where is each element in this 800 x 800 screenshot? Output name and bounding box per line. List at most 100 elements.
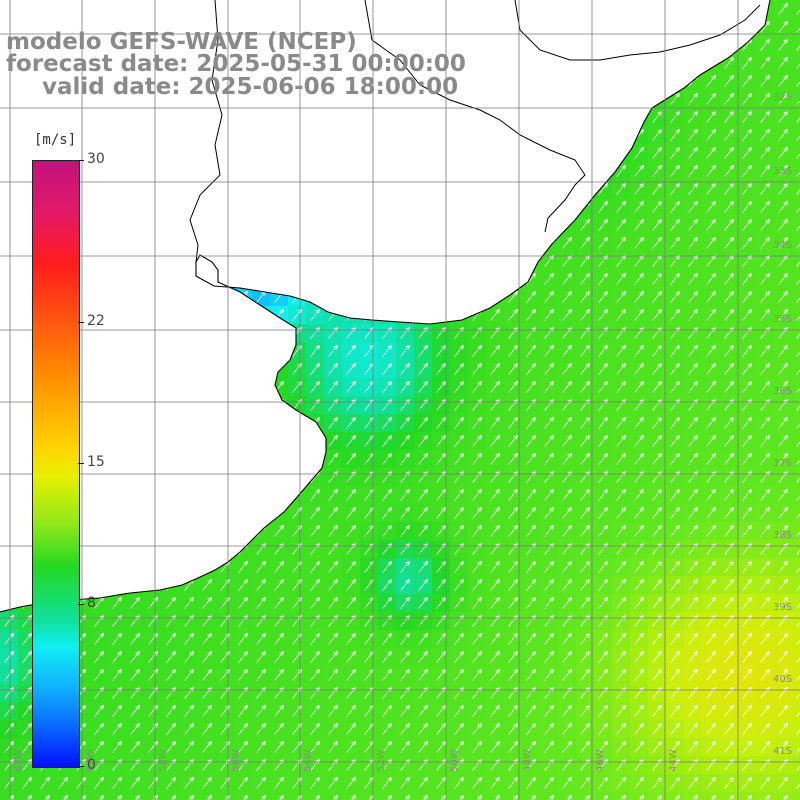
wind-arrow xyxy=(436,560,446,573)
wind-cell xyxy=(234,792,253,800)
wind-arrow xyxy=(652,272,662,285)
wind-arrow xyxy=(778,434,788,447)
wind-arrow xyxy=(634,650,644,663)
wind-arrow xyxy=(706,236,716,249)
wind-arrow xyxy=(580,668,590,681)
wind-arrow xyxy=(724,56,734,69)
wind-arrow xyxy=(423,794,428,800)
wind-arrow xyxy=(274,668,284,681)
wind-arrow xyxy=(202,740,212,753)
wind-arrow xyxy=(724,434,734,447)
wind-arrow xyxy=(130,668,140,681)
wind-cell xyxy=(738,792,757,800)
wind-arrow xyxy=(22,776,32,789)
wind-cell xyxy=(792,72,800,91)
wind-arrow xyxy=(508,632,518,645)
wind-arrow xyxy=(796,297,800,303)
wind-arrow xyxy=(202,704,212,717)
wind-arrow xyxy=(688,704,698,717)
wind-arrow xyxy=(130,704,140,717)
wind-cell xyxy=(792,252,800,271)
wind-arrow xyxy=(526,578,536,591)
wind-arrow xyxy=(616,272,626,285)
wind-arrow xyxy=(724,164,734,177)
wind-arrow xyxy=(652,380,662,393)
wind-arrow xyxy=(616,650,626,663)
wind-arrow xyxy=(346,740,356,753)
wind-arrow xyxy=(400,380,410,393)
wind-arrow xyxy=(598,524,608,537)
wind-arrow xyxy=(796,135,800,141)
wind-arrow xyxy=(526,380,536,393)
coastline xyxy=(0,0,771,613)
wind-cell xyxy=(792,396,800,415)
wind-arrow xyxy=(724,380,734,393)
wind-arrow xyxy=(454,740,464,753)
wind-arrow xyxy=(112,650,122,663)
wind-arrow xyxy=(310,776,320,789)
wind-arrow xyxy=(544,704,554,717)
wind-arrow xyxy=(796,63,800,69)
wind-arrow xyxy=(760,596,770,609)
wind-arrow xyxy=(436,704,446,717)
wind-arrow xyxy=(130,776,140,789)
wind-arrow xyxy=(117,794,122,800)
wind-cell xyxy=(18,792,37,800)
wind-arrow xyxy=(22,740,32,753)
wind-cell xyxy=(630,792,649,800)
wind-arrow xyxy=(760,200,770,213)
wind-arrow xyxy=(742,56,752,69)
wind-arrow xyxy=(652,218,662,231)
wind-arrow xyxy=(346,578,356,591)
latitude-label: 37S xyxy=(773,458,792,469)
wind-arrow xyxy=(436,416,446,429)
wind-cell xyxy=(324,792,343,800)
wind-arrow xyxy=(544,272,554,285)
wind-arrow xyxy=(382,578,392,591)
wind-arrow xyxy=(688,578,698,591)
wind-arrow xyxy=(724,704,734,717)
wind-arrow xyxy=(652,434,662,447)
wind-arrow xyxy=(783,794,788,800)
wind-arrow xyxy=(81,794,86,800)
colorbar-tick-mark xyxy=(78,604,84,606)
wind-arrow xyxy=(562,596,572,609)
wind-arrow xyxy=(634,596,644,609)
wind-arrow xyxy=(562,272,572,285)
wind-arrow xyxy=(166,596,176,609)
wind-arrow xyxy=(382,380,392,393)
wind-arrow xyxy=(202,578,212,591)
wind-arrow xyxy=(688,416,698,429)
wind-arrow xyxy=(166,776,176,789)
wind-arrow xyxy=(346,722,356,735)
wind-arrow xyxy=(616,290,626,303)
wind-arrow xyxy=(310,740,320,753)
wind-arrow xyxy=(778,362,788,375)
wind-arrow xyxy=(22,704,32,717)
wind-arrow xyxy=(346,524,356,537)
wind-arrow xyxy=(688,344,698,357)
wind-arrow xyxy=(742,74,752,87)
wind-arrow xyxy=(274,740,284,753)
wind-arrow xyxy=(508,416,518,429)
wind-arrow xyxy=(742,272,752,285)
wind-arrow xyxy=(706,380,716,393)
wind-arrow xyxy=(382,362,392,375)
wind-arrow xyxy=(670,362,680,375)
wind-cell xyxy=(792,342,800,361)
wind-arrow xyxy=(328,560,338,573)
wind-arrow xyxy=(382,740,392,753)
wind-arrow xyxy=(40,776,50,789)
wind-arrow xyxy=(171,794,176,800)
wind-arrow xyxy=(706,632,716,645)
wind-arrow xyxy=(652,254,662,267)
wind-arrow xyxy=(580,632,590,645)
wind-arrow xyxy=(778,200,788,213)
wind-arrow xyxy=(634,380,644,393)
wind-arrow xyxy=(490,668,500,681)
wind-arrow xyxy=(184,650,194,663)
wind-arrow xyxy=(4,722,14,735)
wind-arrow xyxy=(256,704,266,717)
wind-arrow xyxy=(400,506,410,519)
wind-arrow xyxy=(706,344,716,357)
